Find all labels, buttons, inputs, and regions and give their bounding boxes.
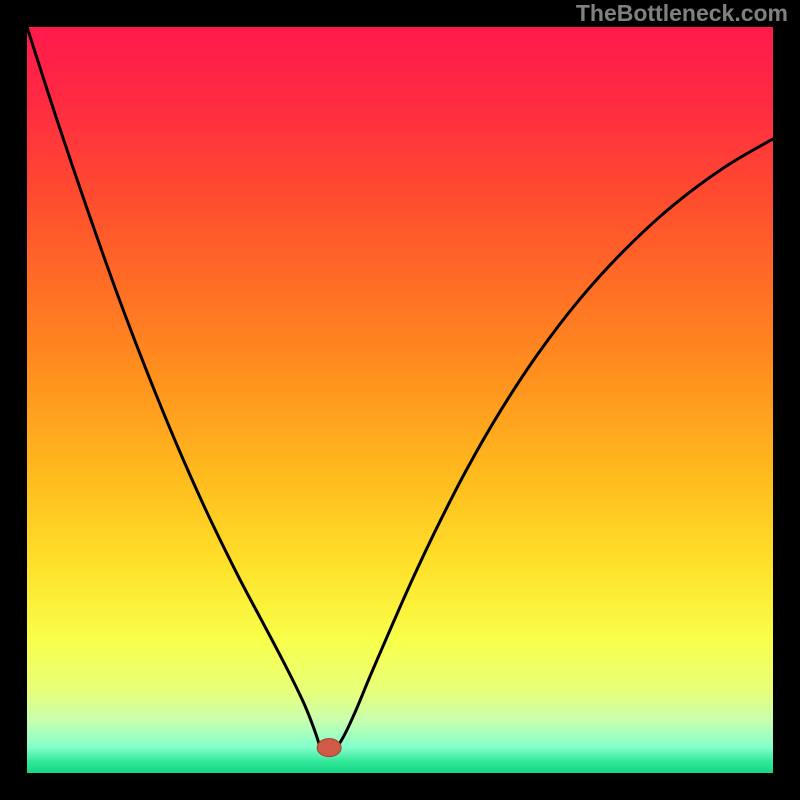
chart-container: TheBottleneck.com	[0, 0, 800, 800]
plot-gradient-background	[27, 27, 773, 773]
watermark-text: TheBottleneck.com	[576, 0, 788, 27]
